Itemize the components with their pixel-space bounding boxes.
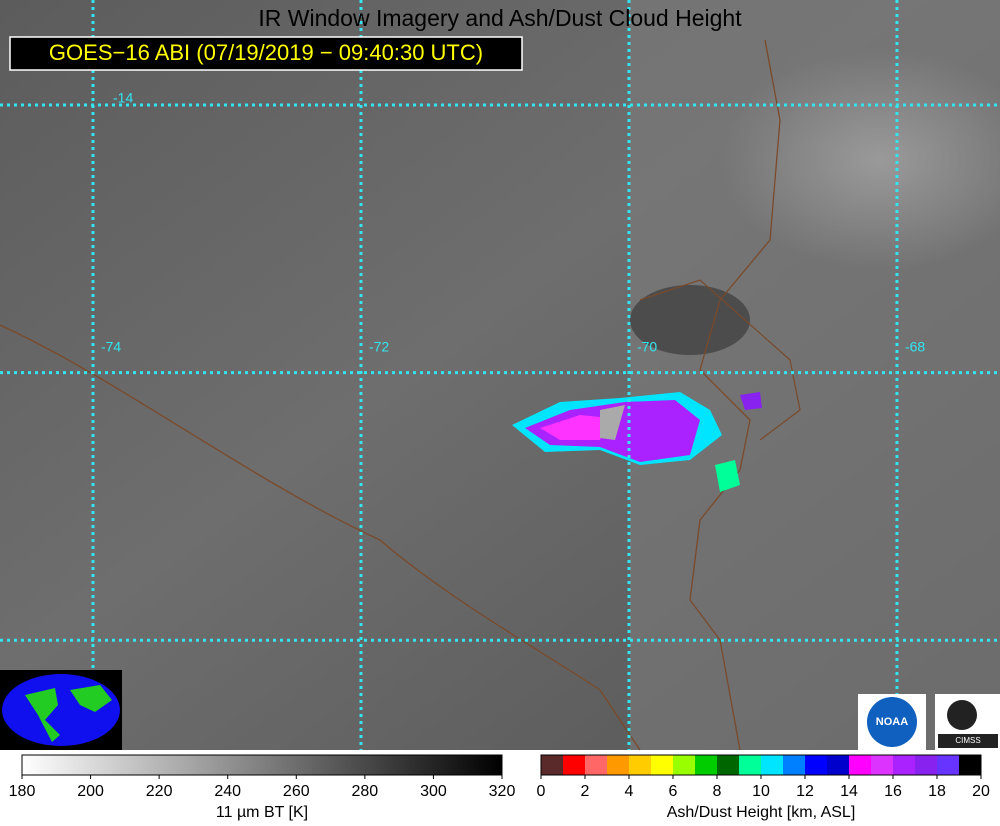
- colorbar-cell: [849, 755, 871, 775]
- colorbar-cell: [739, 755, 761, 775]
- lake-region: [630, 285, 750, 355]
- colorbar-tick-label: 6: [669, 783, 678, 800]
- bt-colorbar: [21, 754, 503, 776]
- subtitle: GOES−16 ABI (07/19/2019 − 09:40:30 UTC): [49, 40, 483, 65]
- lon-label: -74: [101, 339, 121, 355]
- colorbar-tick-label: 4: [625, 783, 634, 800]
- colorbar-cell: [959, 755, 981, 775]
- bt-colorbar-label: 11 µm BT [K]: [216, 804, 308, 821]
- logo-text: CIMSS: [955, 736, 980, 745]
- colorbar-tick-label: 10: [752, 783, 770, 800]
- colorbar-tick-label: 200: [77, 783, 104, 800]
- coastline: [0, 324, 641, 751]
- colorbar-cell: [607, 755, 629, 775]
- colorbar-tick-label: 16: [884, 783, 902, 800]
- colorbar-tick-label: 20: [972, 783, 990, 800]
- ash-plume: [512, 392, 762, 492]
- colorbar-tick-label: 220: [146, 783, 173, 800]
- colorbar-tick-label: 280: [352, 783, 379, 800]
- colorbar-cell: [805, 755, 827, 775]
- subtitle-box: [9, 36, 523, 71]
- colorbar-cell: [651, 755, 673, 775]
- noaa-logo: NOAA: [858, 694, 926, 750]
- colorbar-tick-label: 260: [283, 783, 310, 800]
- colorbar-cell: [783, 755, 805, 775]
- ash-colorbar: [540, 754, 982, 776]
- logo-text: NOAA: [876, 716, 908, 728]
- colorbar-cell: [563, 755, 585, 775]
- lon-label: -68: [905, 339, 925, 355]
- colorbar-tick-label: 240: [214, 783, 241, 800]
- colorbar-cell: [937, 755, 959, 775]
- colorbar-cell: [761, 755, 783, 775]
- colorbar-cell: [541, 755, 563, 775]
- colorbar-cell: [871, 755, 893, 775]
- colorbar-cell: [585, 755, 607, 775]
- colorbar-tick-label: 2: [581, 783, 590, 800]
- cloud-region: [720, 50, 1000, 270]
- colorbar-cell: [695, 755, 717, 775]
- lat-label: -14: [113, 90, 133, 106]
- map: [0, 0, 1000, 751]
- colorbar-cell: [629, 755, 651, 775]
- graticule: -74 -72 -70 -68 -14: [0, 0, 1000, 750]
- cimss-logo: CIMSS: [935, 694, 1000, 750]
- colorbar-cell: [893, 755, 915, 775]
- colorbar-cell: [717, 755, 739, 775]
- colorbar-tick-label: 180: [9, 783, 36, 800]
- ash-colorbar-label: Ash/Dust Height [km, ASL]: [667, 804, 856, 821]
- colorbar-tick-label: 320: [489, 783, 516, 800]
- title: IR Window Imagery and Ash/Dust Cloud Hei…: [258, 5, 742, 31]
- colorbar-cell: [915, 755, 937, 775]
- colorbar-tick-label: 12: [796, 783, 814, 800]
- globe-inset: [0, 670, 122, 750]
- border: [689, 39, 781, 751]
- colorbar-tick-label: 18: [928, 783, 946, 800]
- lake-shore: [639, 279, 801, 441]
- lon-label: -70: [637, 339, 657, 355]
- colorbar-tick-label: 14: [840, 783, 858, 800]
- colorbar-cell: [673, 755, 695, 775]
- colorbar-tick-label: 300: [420, 783, 447, 800]
- colorbar-cell: [827, 755, 849, 775]
- colorbar-tick-label: 8: [713, 783, 722, 800]
- lon-label: -72: [369, 339, 389, 355]
- colorbar-tick-label: 0: [537, 783, 546, 800]
